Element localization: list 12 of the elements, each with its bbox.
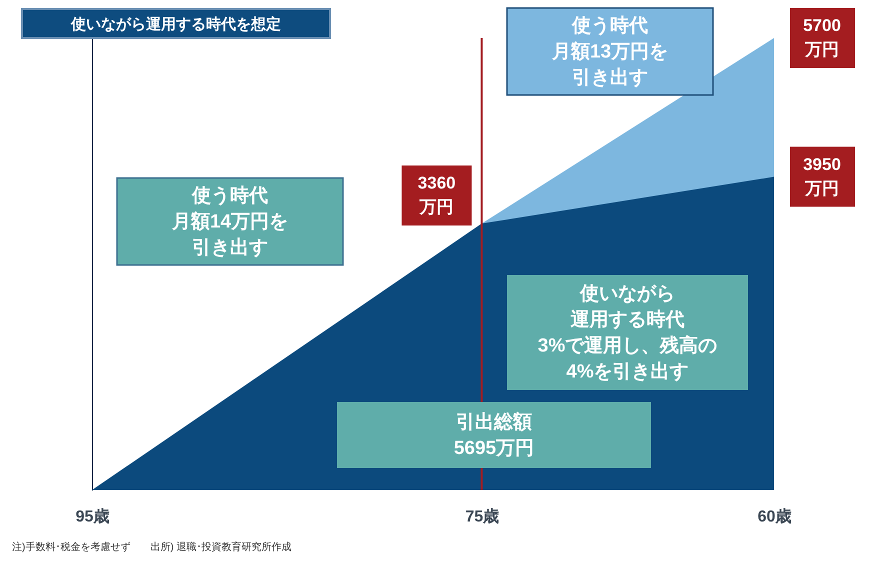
annotation: 引出総額5695万円 <box>454 411 534 459</box>
x-tick-label: 75歳 <box>465 508 500 526</box>
annotation: 使いながら運用する時代3%で運用し、残高の4%を引き出す <box>538 284 718 382</box>
data-label: 3360 万円 <box>418 174 456 217</box>
x-tick-label: 60歳 <box>758 508 792 526</box>
annotation: 使う時代月額13万円を引き出す <box>550 14 668 88</box>
data-label: 3950 万円 <box>803 154 841 198</box>
annotation: 使う時代月額14万円を引き出す <box>170 184 288 258</box>
x-tick-label: 95歳 <box>76 508 110 526</box>
chart-title: 使いながら運用する時代を想定 <box>70 15 281 33</box>
data-label: 5700 万円 <box>803 16 841 59</box>
text: 注)手数料･税金を考慮せず 出所) 退職･投資教育研究所作成 <box>12 541 292 553</box>
